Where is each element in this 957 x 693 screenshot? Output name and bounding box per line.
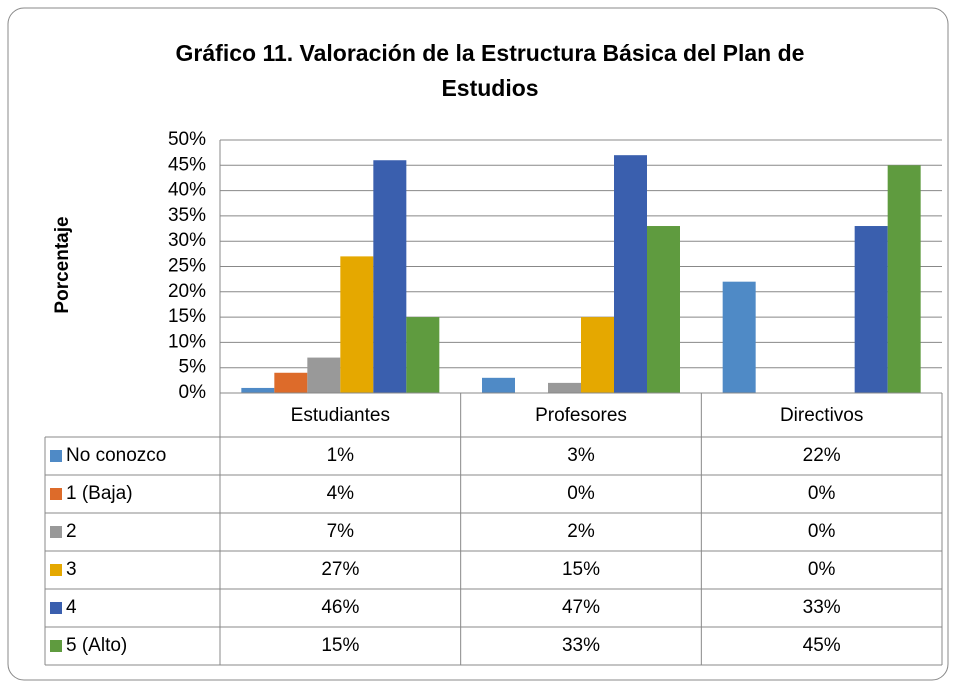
x-tick-label: Estudiantes [291,405,390,426]
table-cell: 47% [562,597,600,618]
y-tick-label: 20% [168,281,206,302]
table-cell: 33% [803,597,841,618]
bar [614,155,647,393]
legend-label: 5 (Alto) [66,635,127,656]
table-cell: 33% [562,635,600,656]
table-cell: 0% [808,559,836,580]
table-cell: 3% [567,445,595,466]
bar [307,357,341,393]
y-tick-label: 35% [168,205,206,226]
table-cell: 2% [567,521,595,542]
legend-swatch [50,450,62,462]
y-tick-label: 10% [168,331,206,352]
y-tick-label: 0% [179,382,207,403]
legend-label: No conozco [66,445,166,466]
table-cell: 46% [321,597,359,618]
y-tick-label: 45% [168,154,206,175]
legend-swatch [50,488,62,500]
legend-swatch [50,564,62,576]
bar [274,372,308,393]
table-cell: 0% [567,483,595,504]
table-cell: 7% [327,521,355,542]
bar [373,160,407,393]
chart-frame [7,7,949,681]
chart-title: Estudios [441,75,538,101]
y-tick-label: 25% [168,256,206,277]
table-cell: 45% [803,635,841,656]
y-axis-title: Porcentaje [52,216,73,313]
y-tick-label: 5% [179,357,207,378]
legend-label: 4 [66,597,77,618]
y-tick-label: 30% [168,230,206,251]
bar [482,377,515,393]
table-cell: 15% [321,635,359,656]
bar [340,256,374,393]
table-cell: 1% [327,445,355,466]
bar [854,226,888,393]
legend-swatch [50,640,62,652]
table-cell: 22% [803,445,841,466]
x-tick-label: Profesores [535,405,627,426]
table-cell: 0% [808,521,836,542]
bar [406,317,440,393]
bar [647,226,680,393]
table-cell: 4% [327,483,355,504]
legend-label: 3 [66,559,77,580]
y-tick-label: 15% [168,306,206,327]
bar [887,165,921,393]
bar [548,382,581,393]
bar [722,281,756,393]
x-tick-label: Directivos [780,405,863,426]
legend-label: 1 (Baja) [66,483,133,504]
y-tick-label: 40% [168,180,206,201]
legend-label: 2 [66,521,77,542]
table-cell: 15% [562,559,600,580]
bar [241,387,275,393]
bar [581,317,614,393]
table-cell: 27% [321,559,359,580]
table-cell: 0% [808,483,836,504]
y-tick-label: 50% [168,129,206,150]
legend-swatch [50,526,62,538]
legend-swatch [50,602,62,614]
chart-title: Gráfico 11. Valoración de la Estructura … [176,40,805,66]
